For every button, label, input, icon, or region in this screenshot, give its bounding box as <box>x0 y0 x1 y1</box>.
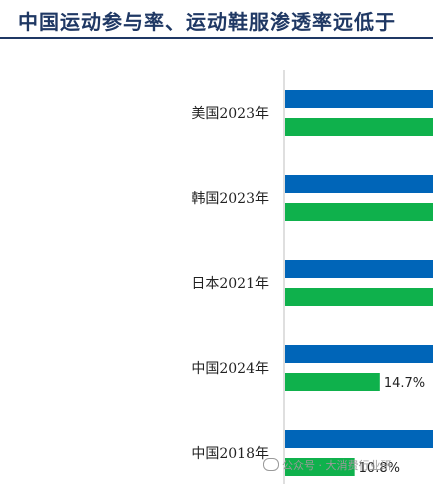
watermark-text: 公众号 · 大消费行业研 <box>282 459 392 472</box>
data-label: 14.7% <box>384 376 425 391</box>
data-labels: 14.7% 10.8% <box>359 376 425 476</box>
watermark: 公众号 · 大消费行业研 <box>263 457 392 473</box>
bar <box>285 175 433 193</box>
bar <box>285 90 433 108</box>
chart-title: 中国运动参与率、运动鞋服渗透率远低于 <box>18 10 396 34</box>
data-label: 10.8% <box>359 461 400 476</box>
title-rule <box>0 37 433 39</box>
bars <box>285 90 433 476</box>
bar <box>285 260 433 278</box>
category-label: 中国2024年 <box>191 361 269 377</box>
bar <box>285 288 433 306</box>
category-label: 美国2023年 <box>191 106 269 122</box>
bar <box>285 458 355 476</box>
category-label: 韩国2023年 <box>191 191 269 207</box>
category-label: 日本2021年 <box>191 276 269 292</box>
category-label: 中国2018年 <box>191 446 269 462</box>
bar <box>285 203 433 221</box>
bar <box>285 373 380 391</box>
wechat-icon <box>263 458 279 471</box>
bar <box>285 430 433 448</box>
bar <box>285 345 433 363</box>
bar <box>285 118 433 136</box>
